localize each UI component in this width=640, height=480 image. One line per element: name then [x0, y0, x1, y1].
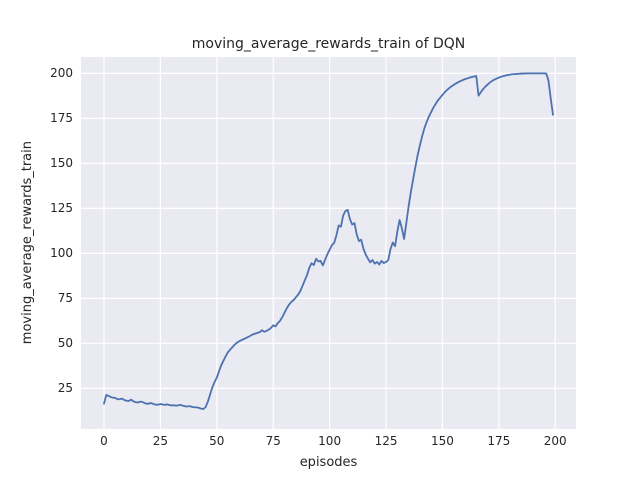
series-line-dqn: [103, 72, 554, 410]
plot-svg: [81, 57, 576, 429]
x-tick-label: 125: [374, 434, 398, 448]
plot-area: [81, 57, 576, 429]
x-tick-label: 100: [318, 434, 342, 448]
y-tick-label: 75: [57, 291, 73, 306]
y-tick-label: 175: [50, 111, 73, 126]
y-tick-label: 150: [50, 156, 73, 171]
y-tick-label: 100: [50, 246, 73, 261]
x-tick-label: 50: [209, 434, 225, 448]
x-tick-label: 175: [487, 434, 511, 448]
y-tick-label: 200: [50, 66, 73, 81]
chart-title: moving_average_rewards_train of DQN: [191, 36, 466, 52]
x-tick-label: 200: [543, 434, 567, 448]
y-tick-label: 25: [57, 381, 73, 396]
x-tick-label: 25: [152, 434, 169, 448]
x-tick-label: 150: [430, 434, 454, 448]
y-tick-label: 50: [57, 336, 73, 351]
x-tick-label: 75: [265, 434, 281, 448]
x-axis-label: episodes: [299, 455, 358, 470]
x-tick-label: 0: [100, 434, 108, 448]
y-axis-label: moving_average_rewards_train: [19, 141, 35, 345]
y-tick-label: 125: [50, 201, 73, 216]
